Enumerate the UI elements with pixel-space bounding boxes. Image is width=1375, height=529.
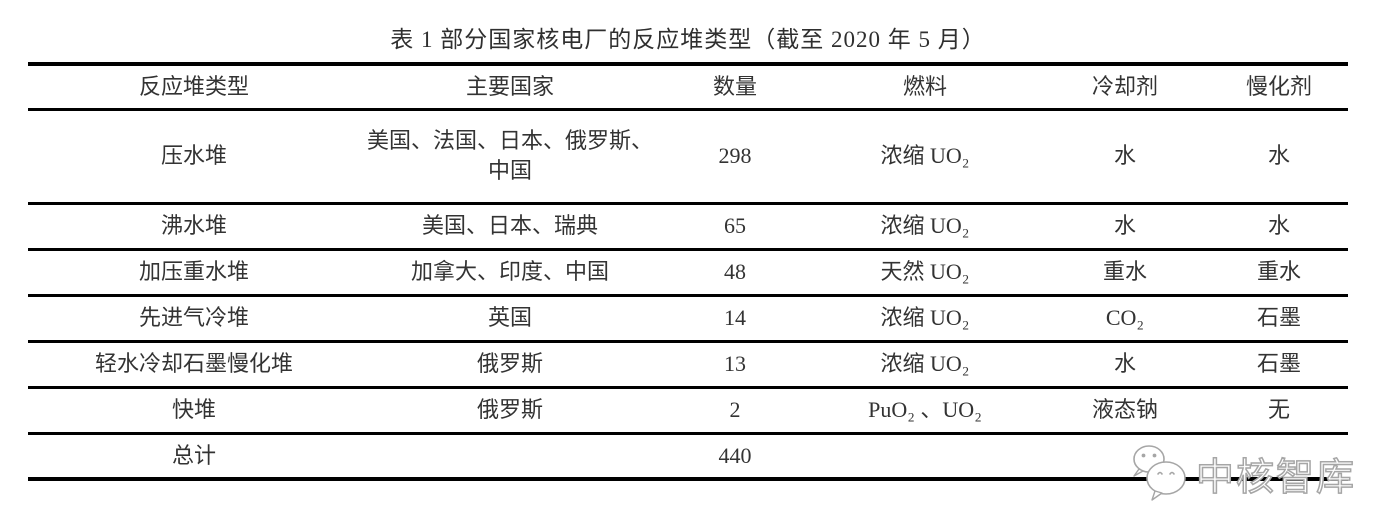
col-header-count: 数量 — [712, 73, 757, 99]
cell-coolant: CO₂ — [1105, 305, 1145, 331]
table-title: 表 1 部分国家核电厂的反应堆类型（截至 2020 年 5 月） — [390, 27, 986, 52]
cell-moderator: 重水 — [1256, 259, 1301, 285]
cell-moderator: 水 — [1267, 213, 1290, 239]
cell-fuel: 浓缩 UO₂ — [880, 351, 970, 377]
table-row-bwr: 沸水堆 美国、日本、瑞典 65 浓缩 UO₂ 水 水 — [28, 203, 1348, 249]
col-header-coolant: 冷却剂 — [1091, 73, 1158, 99]
wechat-icon — [1133, 445, 1186, 501]
table-row-fbr: 快堆 俄罗斯 2 PuO₂ 、UO₂ 液态钠 无 — [28, 387, 1348, 433]
watermark-text: 中核智库 — [1195, 456, 1357, 500]
col-header-reactor-type: 反应堆类型 — [138, 73, 249, 99]
table-row-total: 总计 440 — [28, 433, 1348, 479]
cell-count: 65 — [724, 213, 746, 239]
cell-moderator: 无 — [1267, 397, 1290, 423]
cell-fuel: PuO₂ 、UO₂ — [868, 397, 982, 423]
cell-type: 轻水冷却石墨慢化堆 — [94, 351, 293, 377]
cell-fuel: 浓缩 UO₂ — [880, 213, 970, 239]
col-header-countries: 主要国家 — [465, 73, 554, 99]
cell-moderator: 石墨 — [1256, 305, 1301, 331]
cell-type: 沸水堆 — [160, 213, 227, 239]
cell-fuel: 浓缩 UO₂ — [880, 143, 970, 169]
cell-countries: 俄罗斯 — [476, 397, 543, 423]
cell-type: 快堆 — [171, 397, 216, 423]
cell-type: 加压重水堆 — [138, 259, 249, 285]
cell-count: 13 — [724, 351, 746, 377]
cell-empty — [360, 433, 660, 479]
cell-type: 先进气冷堆 — [138, 305, 249, 331]
cell-empty — [810, 433, 1040, 479]
cell-fuel: 天然 UO₂ — [880, 259, 970, 285]
table-row-pwr: 压水堆 美国、法国、日本、俄罗斯、 中国 298 浓缩 UO₂ 水 水 — [28, 109, 1348, 203]
col-header-fuel: 燃料 — [902, 73, 947, 99]
cell-moderator: 石墨 — [1256, 351, 1301, 377]
cell-coolant: 水 — [1113, 213, 1136, 239]
cell-coolant: 水 — [1113, 143, 1136, 169]
cell-total-label: 总计 — [171, 442, 216, 468]
cell-countries: 加拿大、印度、中国 — [410, 259, 609, 285]
reactor-types-table: 反应堆类型 主要国家 数量 燃料 冷却剂 慢化剂 压水堆 美国、法国、日本、俄罗… — [28, 62, 1348, 481]
table-row-phwr: 加压重水堆 加拿大、印度、中国 48 天然 UO₂ 重水 重水 — [28, 249, 1348, 295]
table-row-lwgr: 轻水冷却石墨慢化堆 俄罗斯 13 浓缩 UO₂ 水 石墨 — [28, 341, 1348, 387]
cell-type: 压水堆 — [160, 143, 227, 169]
cell-count: 48 — [724, 259, 746, 285]
cell-count: 298 — [718, 143, 752, 169]
cell-countries: 英国 — [487, 305, 532, 331]
cell-total-count: 440 — [718, 442, 752, 468]
cell-countries: 俄罗斯 — [476, 351, 543, 377]
cell-moderator: 水 — [1267, 143, 1290, 169]
cell-count: 14 — [724, 305, 746, 331]
table-header-row: 反应堆类型 主要国家 数量 燃料 冷却剂 慢化剂 — [28, 64, 1348, 109]
cell-coolant: 液态钠 — [1091, 397, 1158, 423]
col-header-moderator: 慢化剂 — [1245, 73, 1312, 99]
table-row-agr: 先进气冷堆 英国 14 浓缩 UO₂ CO₂ 石墨 — [28, 295, 1348, 341]
watermark: 中核智库 — [1128, 438, 1368, 508]
cell-count: 2 — [729, 397, 741, 423]
cell-countries: 美国、日本、瑞典 — [421, 213, 598, 239]
cell-fuel: 浓缩 UO₂ — [880, 305, 970, 331]
cell-coolant: 水 — [1113, 351, 1136, 377]
cell-coolant: 重水 — [1102, 259, 1147, 285]
cell-countries: 美国、法国、日本、俄罗斯、 中国 — [366, 128, 653, 183]
